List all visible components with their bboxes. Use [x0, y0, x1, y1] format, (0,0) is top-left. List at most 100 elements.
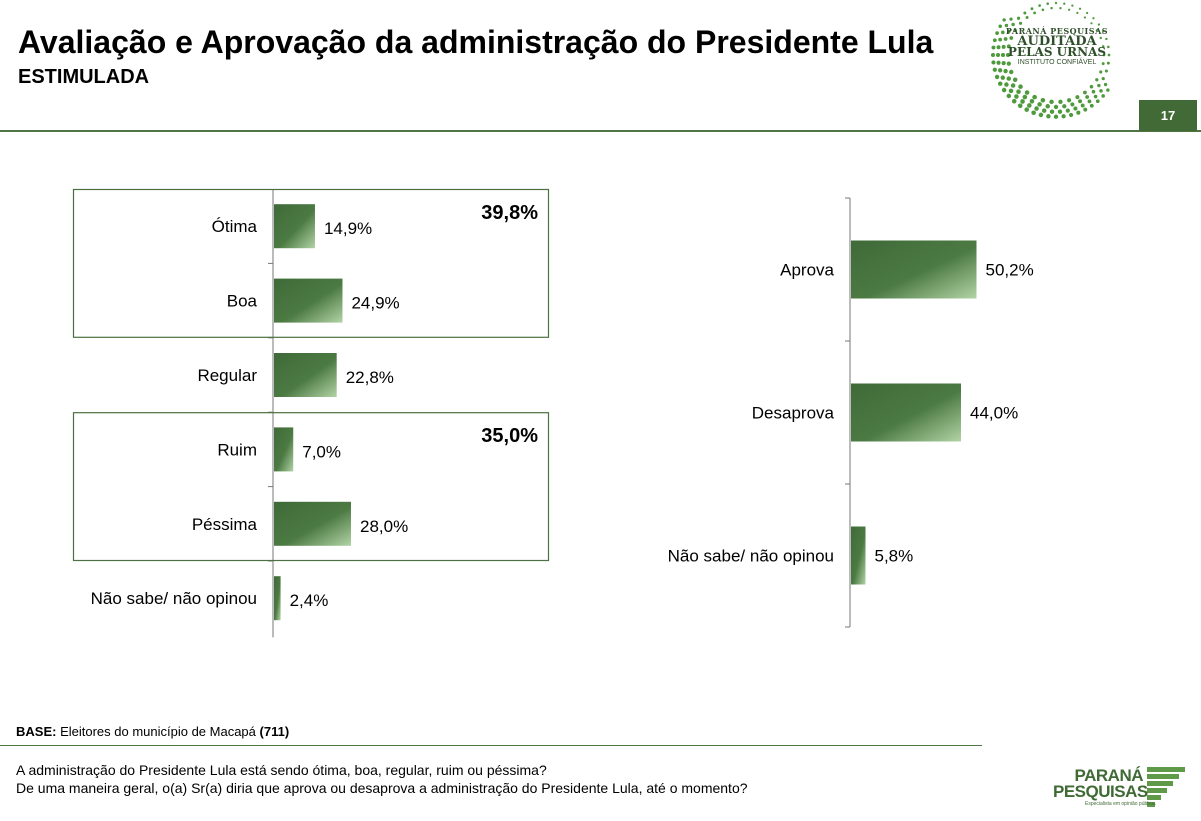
seal-dot: [1038, 112, 1044, 118]
left-chart-value-label: 22,8%: [346, 368, 394, 387]
left-chart-bar: [274, 204, 315, 249]
question-1: A administração do Presidente Lula está …: [16, 762, 547, 778]
seal-dot: [1046, 114, 1051, 119]
left-chart-bar: [274, 576, 281, 621]
seal-dot: [1070, 102, 1075, 107]
seal-dot: [1014, 94, 1019, 99]
seal-dot: [1073, 106, 1078, 111]
seal-dot: [1022, 94, 1028, 100]
seal-dot: [1059, 6, 1062, 10]
seal-dot: [1083, 90, 1087, 95]
seal-dot: [1008, 88, 1014, 94]
right-chart-value-label: 44,0%: [970, 404, 1018, 423]
seal-dot: [1083, 16, 1087, 19]
seal-dot: [1006, 76, 1012, 81]
base-label: BASE:: [16, 724, 57, 739]
right-chart-bar: [851, 526, 866, 585]
page-subtitle: ESTIMULADA: [18, 66, 150, 88]
seal-dot: [1063, 2, 1066, 5]
seal-dot: [1057, 109, 1063, 114]
seal-dot: [1000, 52, 1006, 58]
seal-dot: [1054, 1, 1058, 5]
seal-dot: [1083, 107, 1088, 112]
seal-dot: [1061, 114, 1066, 119]
seal-line-3: PELAS URNAS: [1007, 45, 1107, 59]
right-chart-category-label: Desaprova: [752, 404, 835, 423]
seal-dot: [1041, 8, 1045, 12]
question-2: De uma maneira geral, o(a) Sr(a) diria q…: [16, 780, 748, 796]
left-chart-category-label: Péssima: [192, 515, 258, 534]
seal-dot: [1101, 76, 1105, 81]
seal-dot: [1049, 109, 1055, 114]
seal-dot: [1009, 17, 1013, 21]
seal-dot: [1005, 52, 1011, 58]
seal-dot: [1006, 61, 1011, 66]
left-chart-category-label: Não sabe/ não opinou: [91, 589, 257, 608]
seal-dot: [998, 37, 1003, 42]
seal-dot: [1101, 62, 1105, 66]
seal-dot: [1002, 18, 1006, 22]
right-chart-category-label: Aprova: [780, 261, 834, 280]
seal-dot: [1107, 45, 1110, 49]
seal-line-1: PARANÁ PESQUISAS: [1005, 26, 1109, 36]
seal-dot: [1105, 37, 1108, 41]
seal-dot: [1062, 104, 1067, 109]
seal-dot: [1085, 95, 1090, 99]
right-chart-value-label: 50,2%: [986, 261, 1034, 280]
seal-line-4: INSTITUTO CONFIÁVEL: [1017, 59, 1097, 66]
seal-dot: [1024, 90, 1030, 95]
seal-dot: [1009, 36, 1014, 40]
brand-name-line-2: PESQUISAS: [1053, 782, 1148, 801]
seal-dot: [1030, 7, 1034, 11]
seal-dot: [1097, 23, 1101, 26]
seal-dot: [1097, 83, 1101, 88]
seal-dot: [997, 81, 1003, 86]
seal-dot: [1045, 104, 1050, 109]
brand-tagline: Especialista em opinião pública.: [1085, 801, 1157, 807]
right-chart-bar: [851, 240, 977, 299]
group-box: [72, 412, 550, 562]
seal-dot: [992, 67, 997, 72]
seal-dot: [1103, 82, 1108, 87]
seal-dot: [995, 31, 999, 35]
seal-dot: [1095, 78, 1099, 82]
seal-dot: [1076, 11, 1079, 14]
left-chart-category-label: Boa: [227, 292, 258, 311]
seal-dot: [1090, 22, 1093, 25]
left-chart-bar: [274, 427, 294, 472]
seal-dot: [1078, 7, 1082, 10]
seal-dot: [1089, 103, 1094, 108]
seal-dot: [1095, 99, 1100, 104]
seal-dot: [1040, 97, 1046, 103]
seal-dot: [1000, 75, 1006, 80]
seal-dot: [1087, 99, 1092, 104]
seal-dot: [1050, 6, 1053, 10]
seal-dot: [1023, 11, 1027, 15]
seal-dot: [1078, 99, 1083, 104]
seal-dot: [1080, 103, 1085, 108]
left-chart-category-label: Regular: [197, 366, 257, 385]
seal-dot: [1016, 16, 1021, 20]
seal-dot: [1018, 84, 1023, 89]
seal-dot: [990, 52, 996, 58]
left-chart-category-label: Ruim: [217, 440, 257, 459]
seal-dot: [1020, 99, 1025, 104]
seal-dot: [1034, 106, 1039, 111]
seal-dot: [1107, 53, 1111, 57]
seal-dot: [998, 24, 1002, 29]
brand-logo-icon: [1147, 767, 1185, 807]
seal-dot: [1041, 108, 1047, 113]
seal-dot: [1012, 77, 1018, 83]
seal-dot: [1009, 69, 1014, 75]
seal-dot: [1091, 89, 1096, 94]
seal-dot: [992, 38, 997, 43]
seal-dot: [1058, 99, 1063, 105]
seal-dot: [1000, 30, 1005, 35]
right-chart-category-label: Não sabe/ não opinou: [668, 547, 834, 566]
seal-dot: [1076, 110, 1081, 115]
page-title: Avaliação e Aprovação da administração d…: [18, 24, 934, 60]
left-chart-value-label: 28,0%: [360, 517, 408, 536]
seal-dot: [1006, 44, 1011, 49]
seal-dot: [1049, 99, 1054, 105]
left-chart-value-label: 2,4%: [290, 591, 329, 610]
